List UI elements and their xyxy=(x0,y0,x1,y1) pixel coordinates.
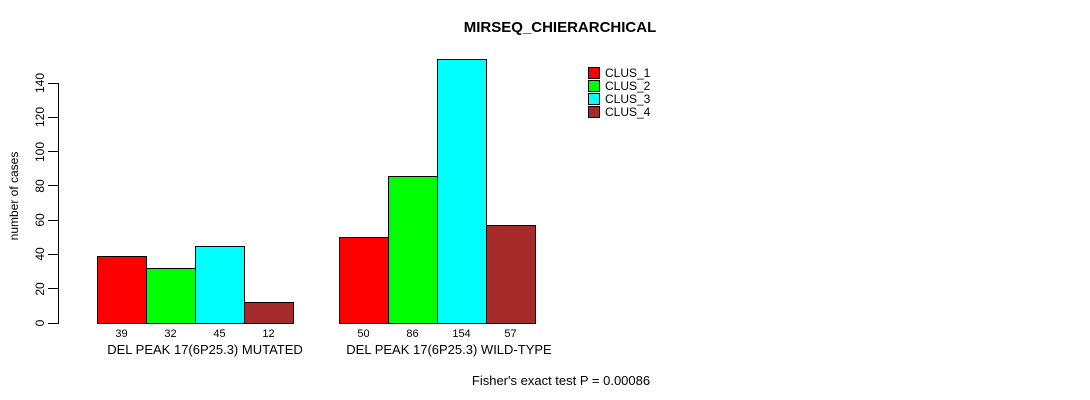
legend-label: CLUS_2 xyxy=(605,78,651,93)
bar-value-label: 154 xyxy=(452,328,471,340)
chart-title: MIRSEQ_CHIERARCHICAL xyxy=(463,19,657,36)
y-tick xyxy=(48,322,58,324)
y-tick-label: 100 xyxy=(33,141,47,162)
bar-value-label: 50 xyxy=(357,328,370,340)
legend-item: CLUS_2 xyxy=(588,78,651,93)
group-label: DEL PEAK 17(6P25.3) WILD-TYPE xyxy=(346,342,552,357)
bar xyxy=(339,237,389,324)
bar xyxy=(244,302,294,324)
y-tick xyxy=(48,185,58,187)
y-tick-label: 140 xyxy=(33,72,47,94)
legend-swatch xyxy=(588,79,600,92)
y-tick-label: 20 xyxy=(33,282,47,296)
legend-label: CLUS_4 xyxy=(605,104,651,119)
bar xyxy=(97,256,147,324)
bar xyxy=(388,176,438,324)
bar-value-label: 57 xyxy=(504,328,517,340)
y-tick xyxy=(48,219,58,221)
bar-value-label: 32 xyxy=(164,328,177,340)
y-tick xyxy=(48,116,58,118)
legend-swatch xyxy=(588,66,600,79)
y-tick xyxy=(48,253,58,255)
bar-value-label: 12 xyxy=(262,328,275,340)
y-axis-label: number of cases xyxy=(7,151,21,241)
legend-label: CLUS_3 xyxy=(605,91,651,106)
legend-label: CLUS_1 xyxy=(605,65,651,80)
bar xyxy=(486,225,536,324)
bar xyxy=(195,246,245,324)
bar-value-label: 86 xyxy=(406,328,419,340)
y-tick xyxy=(48,151,58,153)
legend-swatch xyxy=(588,105,600,118)
bar xyxy=(437,59,487,324)
y-tick xyxy=(48,288,58,290)
legend-swatch xyxy=(588,92,600,105)
y-tick-label: 120 xyxy=(33,107,47,128)
y-tick xyxy=(48,82,58,84)
y-tick-label: 40 xyxy=(33,247,47,262)
y-tick-label: 60 xyxy=(33,213,47,227)
y-tick-label: 80 xyxy=(33,179,47,193)
y-axis-line xyxy=(58,83,59,324)
bar xyxy=(146,268,196,324)
legend-item: CLUS_1 xyxy=(588,65,651,80)
bar-value-label: 39 xyxy=(115,328,128,340)
group-label: DEL PEAK 17(6P25.3) MUTATED xyxy=(107,342,303,357)
y-tick-label: 0 xyxy=(33,319,47,327)
legend: CLUS_1 CLUS_2 CLUS_3 CLUS_4 xyxy=(588,65,651,119)
fisher-test-annotation: Fisher's exact test P = 0.00086 xyxy=(471,373,651,388)
bar-value-label: 45 xyxy=(213,328,226,340)
legend-item: CLUS_4 xyxy=(588,104,651,119)
legend-item: CLUS_3 xyxy=(588,91,651,106)
